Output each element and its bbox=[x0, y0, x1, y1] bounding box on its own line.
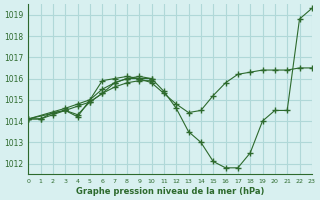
X-axis label: Graphe pression niveau de la mer (hPa): Graphe pression niveau de la mer (hPa) bbox=[76, 187, 264, 196]
